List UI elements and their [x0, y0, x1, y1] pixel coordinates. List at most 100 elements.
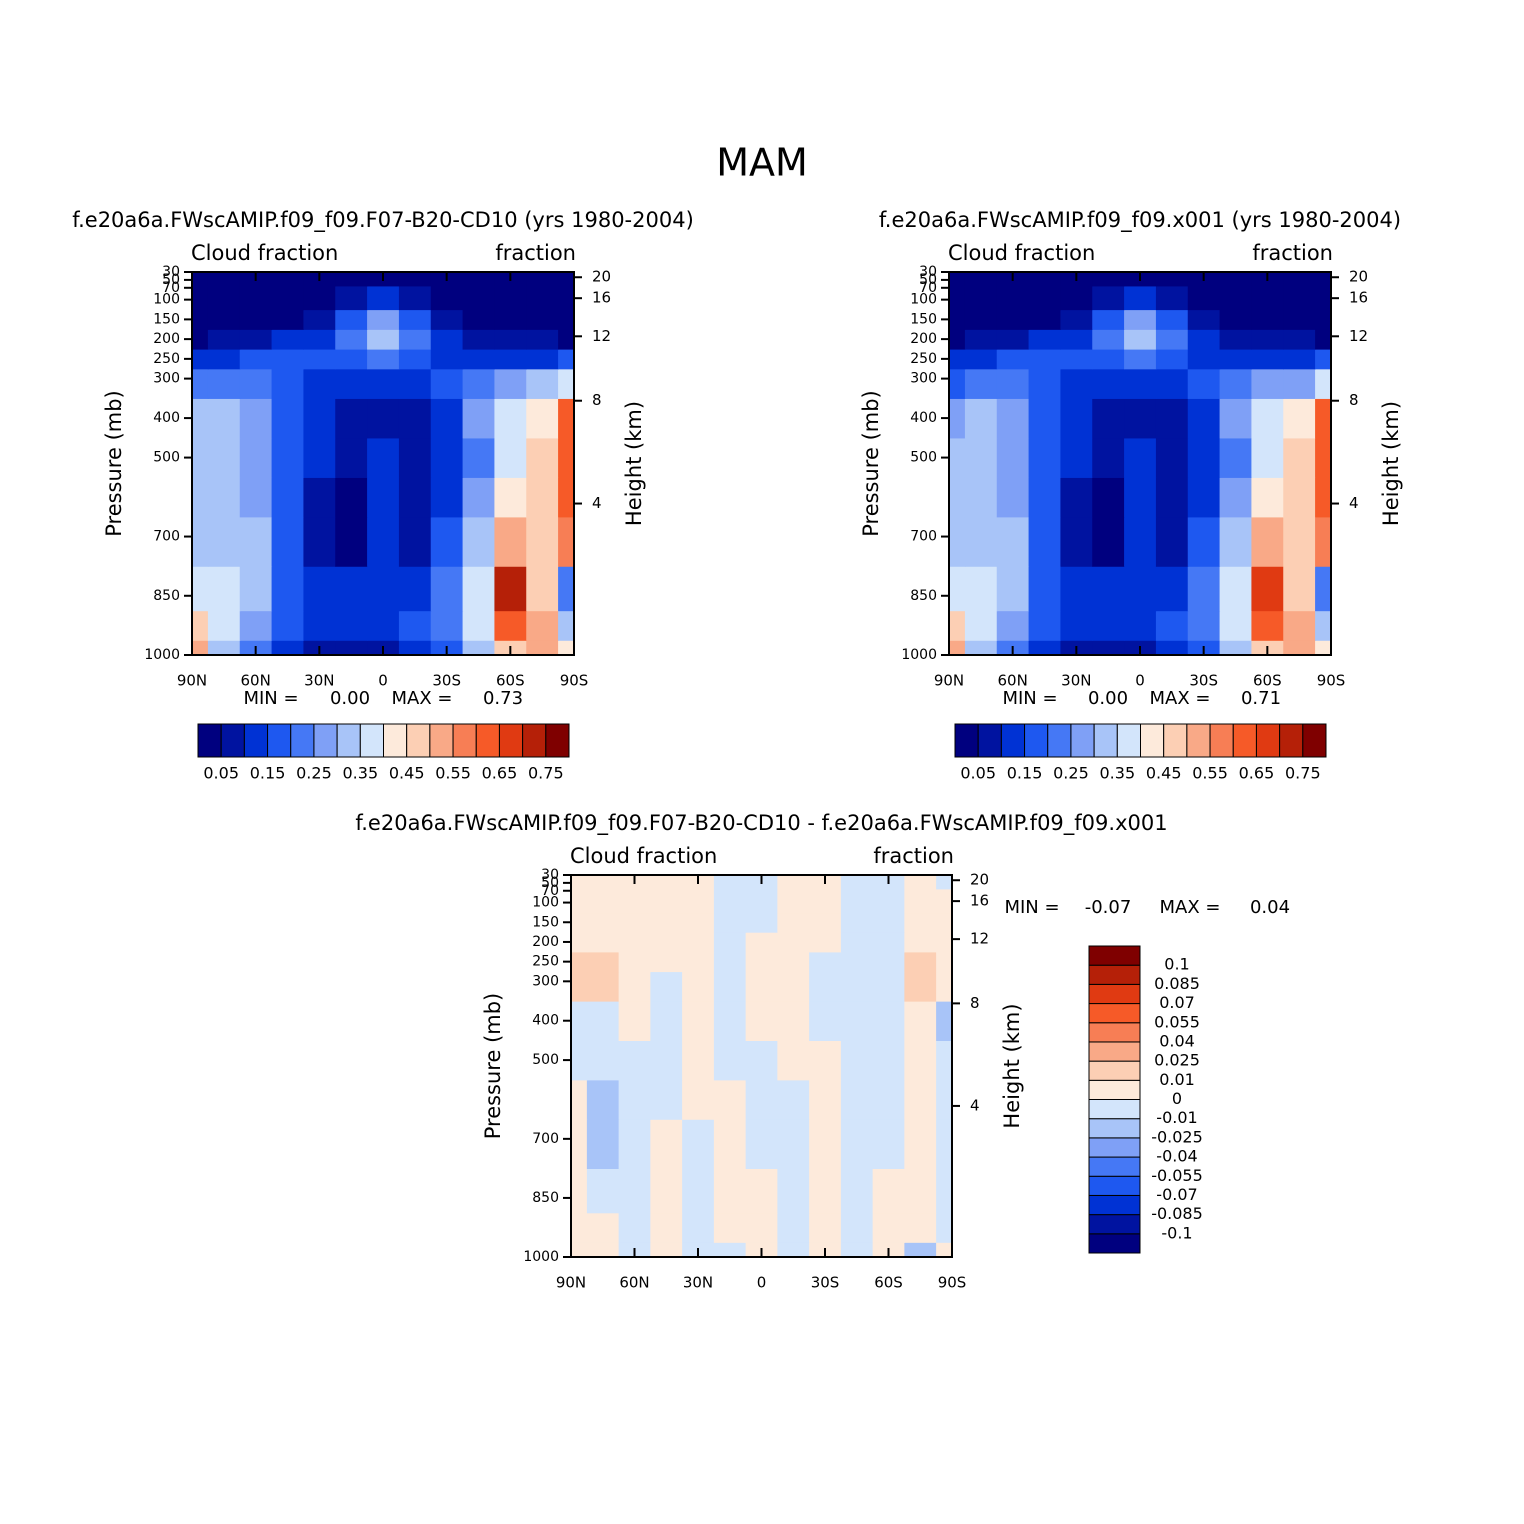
contour-cell: [586, 912, 620, 933]
contour-cell: [904, 971, 937, 1002]
contour-cell: [650, 888, 683, 914]
contour-cell: [1028, 610, 1062, 641]
contour-cell: [192, 437, 209, 478]
contour-cell: [571, 875, 588, 890]
contour-cell: [526, 566, 559, 612]
contour-cell: [430, 368, 464, 399]
contour-cell: [964, 309, 998, 330]
contour-cell: [904, 1079, 937, 1120]
contour-cell: [996, 566, 1030, 612]
contour-cell: [1155, 329, 1189, 350]
contour-cell: [207, 272, 241, 287]
contour-cell: [558, 272, 575, 287]
contour-cell: [335, 516, 368, 567]
contour-cell: [1028, 348, 1062, 370]
contour-cell: [335, 437, 368, 478]
y-tick-label: 200: [910, 331, 937, 347]
contour-cell: [777, 1079, 810, 1120]
panel-title: f.e20a6a.FWscAMIP.f09_f09.F07-B20-CD10 -…: [355, 811, 1167, 836]
contour-cell: [367, 285, 400, 311]
contour-cell: [239, 516, 273, 567]
colorbar-box: [1209, 723, 1234, 758]
y2-tick-label: 4: [1349, 494, 1359, 512]
contour-cell: [650, 951, 683, 973]
contour-cell: [1092, 348, 1125, 370]
contour-cell: [586, 1040, 620, 1081]
contour-cell: [494, 566, 527, 612]
contour-cell: [1251, 437, 1284, 478]
contour-cell: [462, 348, 496, 370]
contour-cell: [558, 348, 575, 370]
contour-cell: [650, 1168, 683, 1214]
contour-cell: [1155, 285, 1189, 311]
colorbar-label: 0.15: [250, 764, 286, 783]
contour-cell: [1028, 309, 1062, 330]
contour-cell: [207, 348, 241, 370]
contour-cell: [462, 329, 496, 350]
contour-cell: [239, 477, 273, 518]
contour-cell: [809, 1001, 842, 1042]
contour-cell: [713, 912, 747, 933]
contour-cell: [1283, 398, 1316, 439]
colorbar-label: -0.01: [1156, 1108, 1197, 1127]
x-tick-label: 0: [378, 672, 388, 690]
contour-cell: [586, 1119, 620, 1169]
contour-cell: [1283, 477, 1316, 518]
colorbar-box: [1088, 1175, 1141, 1196]
contour-cell: [713, 1119, 747, 1169]
y-tick-label: 700: [910, 529, 937, 545]
contour-cell: [682, 1079, 715, 1120]
contour-cell: [1187, 398, 1221, 439]
colorbar-box: [1088, 1214, 1141, 1235]
colorbar-box: [1255, 723, 1281, 758]
contour-cell: [682, 951, 715, 973]
contour-cell: [430, 398, 464, 439]
contour-cell: [398, 368, 432, 399]
colorbar-label: 0.085: [1154, 974, 1200, 993]
contour-cell: [1092, 309, 1125, 330]
contour-cell: [1283, 309, 1316, 330]
contour-cell: [1251, 309, 1284, 330]
contour-cell: [367, 348, 400, 370]
contour-cell: [713, 1040, 747, 1081]
contour-cell: [745, 888, 778, 914]
right-string: fraction: [495, 241, 576, 265]
contour-cell: [964, 329, 998, 350]
contour-cell: [586, 888, 620, 914]
y2-tick-label: 4: [592, 494, 602, 512]
contour-cell: [936, 888, 953, 914]
contour-cell: [571, 1119, 588, 1169]
contour-cell: [586, 1168, 620, 1214]
contour-cell: [809, 1212, 842, 1243]
contour-cell: [1060, 285, 1093, 311]
x-tick-label: 30S: [1189, 672, 1218, 690]
y2-tick-label: 20: [970, 871, 989, 889]
contour-cell: [462, 516, 496, 567]
colorbar-label: 0.025: [1154, 1051, 1200, 1070]
contour-cell: [1219, 285, 1253, 311]
contour-cell: [1315, 477, 1332, 518]
contour-cell: [949, 566, 966, 612]
contour-cell: [777, 1001, 810, 1042]
colorbar-box: [1088, 1194, 1141, 1216]
y-tick-label: 70: [162, 280, 180, 296]
contour-cell: [271, 477, 305, 518]
contour-cell: [1060, 477, 1093, 518]
contour-cell: [1124, 610, 1157, 641]
contour-cell: [650, 912, 683, 933]
contour-cell: [207, 610, 241, 641]
contour-cell: [1315, 398, 1332, 439]
y2-tick-label: 16: [1349, 289, 1368, 307]
min-label: MIN =: [1002, 688, 1057, 709]
contour-cell: [571, 1168, 588, 1214]
contour-cell: [949, 329, 966, 350]
contour-cell: [1187, 285, 1221, 311]
colorbar-label: 0.07: [1159, 993, 1195, 1012]
contour-cell: [367, 610, 400, 641]
contour-cell: [558, 640, 575, 656]
contour-cell: [494, 309, 527, 330]
contour-cell: [964, 398, 998, 439]
contour-cell: [745, 912, 778, 933]
contour-cell: [1092, 368, 1125, 399]
